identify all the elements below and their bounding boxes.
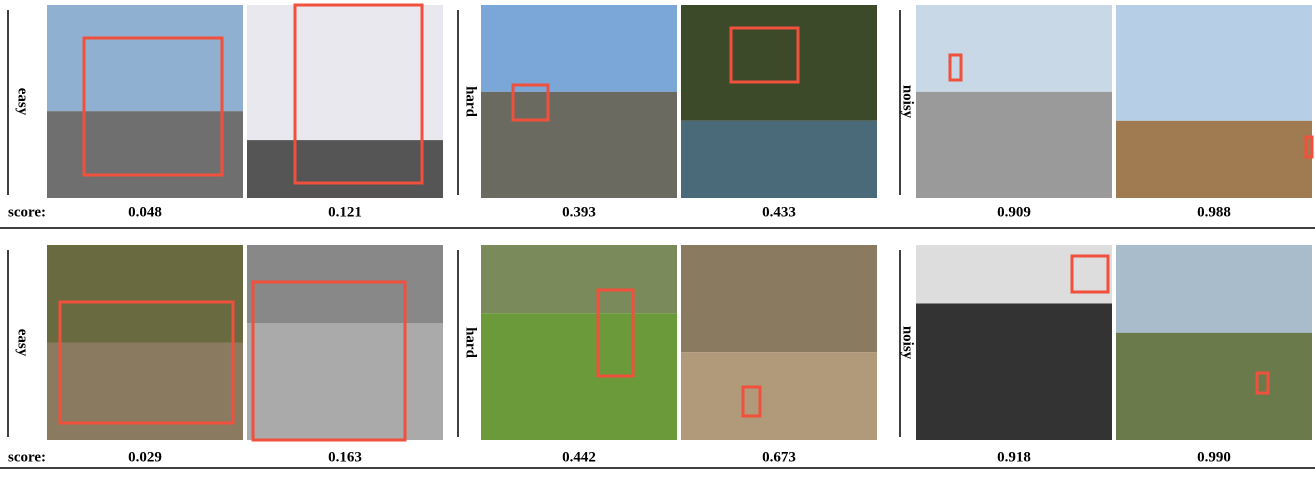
image-sky [481, 245, 677, 313]
image-sky [1116, 245, 1312, 333]
score-label: score: [8, 449, 46, 465]
image-sky [1116, 5, 1312, 121]
score-value: 0.433 [762, 204, 796, 220]
score-value: 0.442 [562, 449, 596, 465]
image-ground [681, 121, 877, 198]
difficulty-label: easy [15, 329, 31, 357]
image-ground [681, 352, 877, 440]
difficulty-label: noisy [900, 326, 916, 360]
image-sky [681, 5, 877, 121]
image-ground [47, 343, 243, 441]
score-value: 0.990 [1197, 449, 1231, 465]
image-ground [916, 304, 1112, 441]
image-sky [916, 5, 1112, 92]
image-sky [247, 5, 443, 140]
difficulty-label: hard [463, 86, 479, 118]
difficulty-label: hard [463, 327, 479, 359]
image-ground [247, 140, 443, 198]
score-value: 0.909 [997, 204, 1031, 220]
score-label: score: [8, 204, 46, 220]
image-sky [681, 245, 877, 352]
image-ground [916, 92, 1112, 198]
image-ground [247, 323, 443, 440]
image-sky [47, 5, 243, 111]
score-value: 0.121 [328, 204, 362, 220]
score-value: 0.029 [128, 449, 162, 465]
score-value: 0.393 [562, 204, 596, 220]
image-ground [47, 111, 243, 198]
image-sky [481, 5, 677, 92]
score-value: 0.048 [128, 204, 162, 220]
figure: score: easy 0.048 0.121 hard 0.393 0.433 noisy 0… [0, 0, 1315, 475]
image-sky [247, 245, 443, 323]
image-ground [481, 313, 677, 440]
score-value: 0.673 [762, 449, 796, 465]
image-sky [916, 245, 1112, 304]
score-value: 0.988 [1197, 204, 1231, 220]
score-value: 0.918 [997, 449, 1031, 465]
image-ground [481, 92, 677, 198]
score-value: 0.163 [328, 449, 362, 465]
image-sky [47, 245, 243, 343]
image-ground [1116, 333, 1312, 440]
difficulty-label: noisy [900, 85, 916, 119]
difficulty-label: easy [15, 88, 31, 116]
image-ground [1116, 121, 1312, 198]
